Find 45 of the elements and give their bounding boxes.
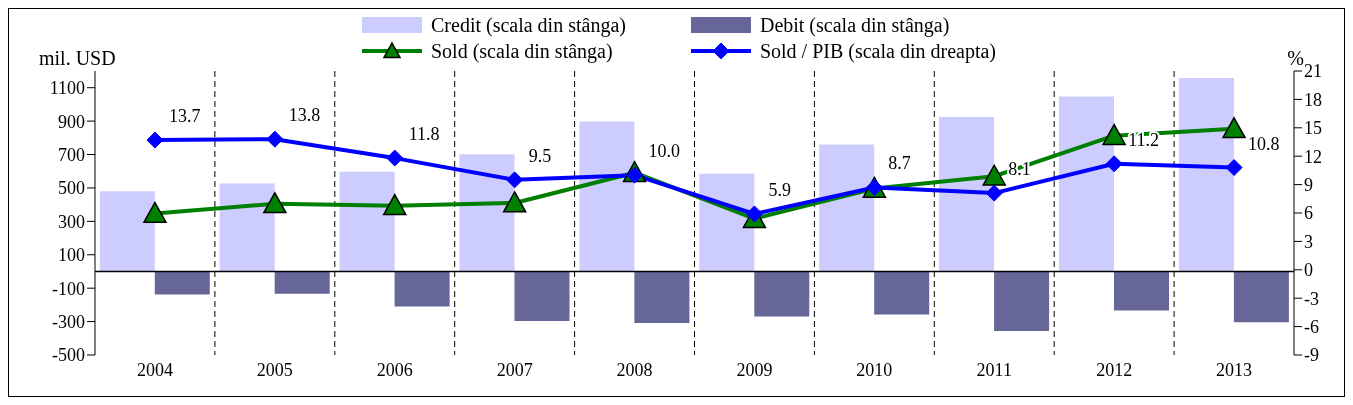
data-label: 11.2 [1128, 129, 1159, 150]
y2-tick-label: 0 [1304, 260, 1313, 281]
y2-tick-label: -6 [1304, 316, 1319, 337]
y2-tick-label: 3 [1304, 231, 1313, 252]
y2-axis-title: % [1287, 47, 1304, 70]
y-tick-label: 700 [58, 144, 85, 165]
y2-tick-label: -3 [1304, 288, 1319, 309]
data-label: 5.9 [768, 179, 791, 200]
data-label: 9.5 [528, 145, 552, 166]
y2-tick-label: 12 [1304, 146, 1322, 167]
y2-tick-label: -9 [1304, 345, 1319, 366]
y-tick-label: 300 [58, 211, 85, 232]
y-tick-label: 1100 [49, 78, 85, 99]
x-tick-label: 2007 [496, 359, 533, 380]
x-tick-label: 2009 [736, 359, 773, 380]
x-tick-label: 2013 [1216, 359, 1253, 380]
y2-tick-label: 15 [1304, 118, 1322, 139]
x-tick-label: 2005 [256, 359, 293, 380]
y-tick-label: 500 [58, 178, 85, 199]
legend-label: Sold / PIB (scala din dreapta) [759, 39, 996, 63]
y2-tick-label: 21 [1304, 61, 1322, 82]
x-tick-label: 2008 [616, 359, 653, 380]
x-tick-label: 2010 [856, 359, 893, 380]
y2-tick-label: 6 [1304, 203, 1313, 224]
y-tick-label: -100 [52, 278, 85, 299]
data-label: 10.8 [1248, 133, 1280, 154]
data-label: 10.0 [648, 141, 681, 162]
y2-tick-label: 18 [1304, 89, 1322, 110]
data-label: 13.8 [288, 105, 321, 126]
y2-tick-label: 9 [1304, 174, 1313, 195]
data-label: 13.7 [168, 106, 201, 127]
y-tick-label: 900 [58, 111, 85, 132]
x-tick-label: 2012 [1096, 359, 1133, 380]
x-tick-label: 2004 [136, 359, 173, 380]
y-tick-label: -500 [52, 345, 85, 366]
x-tick-label: 2006 [376, 359, 413, 380]
y-tick-label: 100 [58, 245, 85, 266]
y-tick-label: -300 [52, 311, 85, 332]
legend-label: Sold (scala din stânga) [431, 39, 613, 63]
legend-label: Credit (scala din stânga) [431, 13, 626, 37]
x-tick-label: 2011 [976, 359, 1012, 380]
data-label: 8.7 [888, 153, 911, 174]
data-label: 11.8 [408, 124, 440, 145]
legend-label: Debit (scala din stânga) [759, 13, 950, 37]
y-axis-title: mil. USD [39, 47, 116, 70]
